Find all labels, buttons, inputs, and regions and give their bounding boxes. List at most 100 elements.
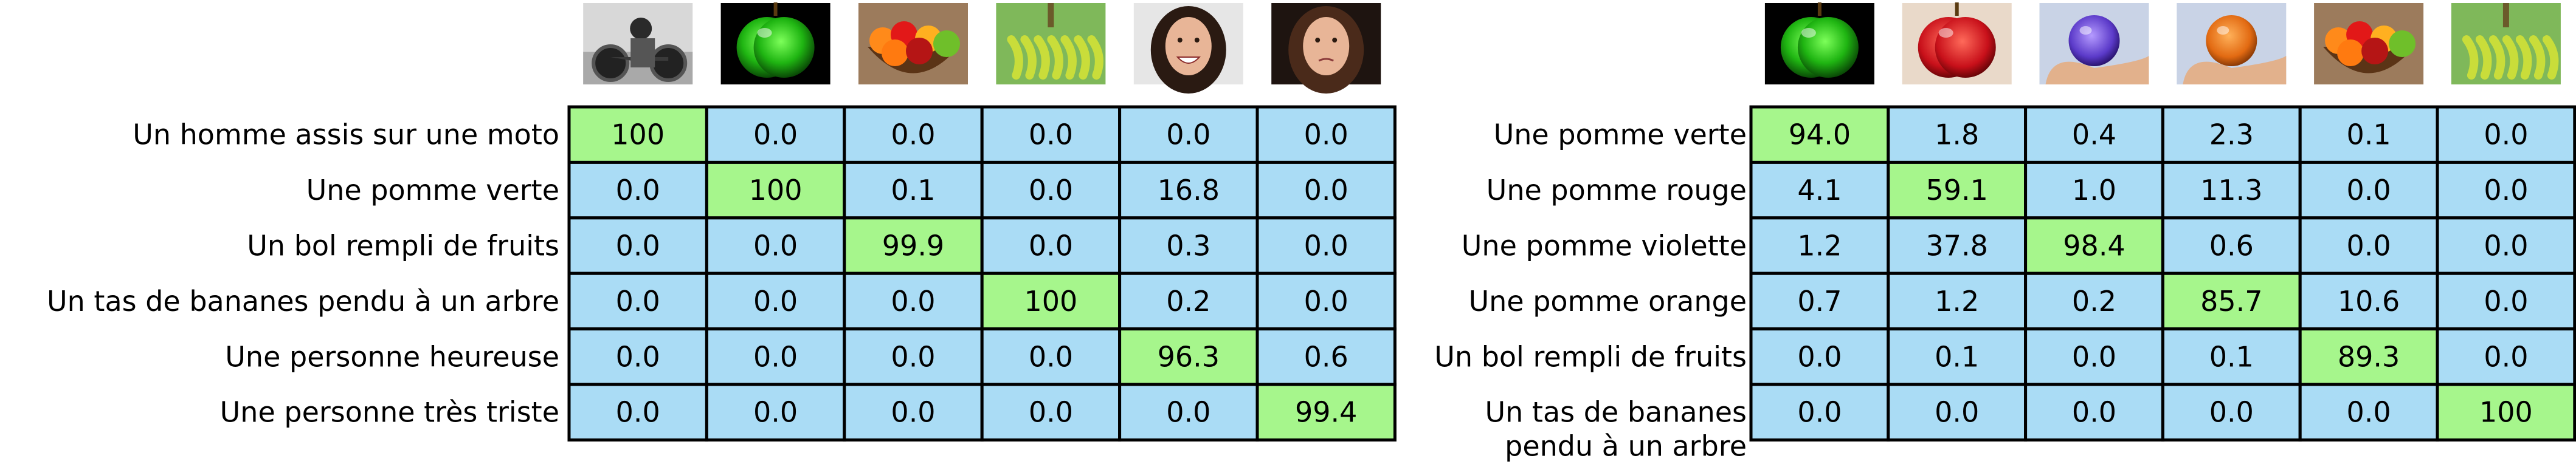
- row-label: Un tas de bananes pendu à un arbre: [1485, 396, 1747, 463]
- cell-value: 0.0: [2484, 174, 2528, 206]
- row-label: Un tas de bananes pendu à un arbre: [47, 285, 559, 318]
- cell-value: 0.0: [2484, 340, 2528, 373]
- cell-value: 0.0: [2347, 174, 2391, 206]
- cell-value: 0.0: [2072, 340, 2116, 373]
- cell-value: 0.0: [891, 340, 935, 373]
- cell-value: 1.2: [1797, 230, 1842, 262]
- cell-value: 16.8: [1158, 174, 1220, 206]
- cell-value: 89.3: [2338, 340, 2400, 373]
- cell-value: 0.1: [891, 174, 935, 206]
- heatmap-cell: [1118, 105, 1259, 164]
- heatmap-cell: [980, 216, 1122, 275]
- heatmap-cell: [567, 216, 708, 275]
- cell-value: 0.0: [1304, 285, 1348, 318]
- cell-value: 96.3: [1158, 340, 1220, 373]
- heatmap-cell: [2161, 327, 2302, 386]
- cell-value: 0.0: [2484, 285, 2528, 318]
- heatmap-cell: [2024, 383, 2164, 442]
- heatmap-cell: [2024, 105, 2164, 164]
- heatmap-cell: [1255, 271, 1397, 331]
- cell-value: 100: [749, 174, 803, 206]
- cell-value: 100: [611, 118, 665, 151]
- cell-value: 100: [2479, 396, 2533, 429]
- cell-value: 0.0: [1166, 118, 1210, 151]
- heatmap-cell: [843, 160, 984, 220]
- heatmap-cell: [980, 271, 1122, 331]
- heatmap-cell: [1118, 383, 1259, 442]
- cell-value: 0.0: [616, 174, 660, 206]
- heatmap-cell: [980, 160, 1122, 220]
- heatmap-cell: [1749, 160, 1890, 220]
- heatmap-cell: [1887, 271, 2028, 331]
- fruit-bowl-photo: [2314, 3, 2424, 84]
- red-apple-photo: [1902, 2, 2012, 84]
- heatmap-cell: [2436, 105, 2576, 164]
- cell-value: 11.3: [2200, 174, 2262, 206]
- cell-value: 1.0: [2072, 174, 2116, 206]
- row-label: Une personne très triste: [220, 396, 559, 429]
- cell-value: 0.0: [2347, 230, 2391, 262]
- cell-value: 0.0: [1304, 118, 1348, 151]
- happy-woman-photo: [1133, 3, 1243, 94]
- cell-value: 10.6: [2338, 285, 2400, 318]
- cell-value: 0.0: [1935, 396, 1979, 429]
- cell-value: 0.1: [1935, 340, 1979, 373]
- cell-value: 0.2: [2072, 285, 2116, 318]
- cell-value: 100: [1024, 285, 1077, 318]
- heatmap-cell: [1255, 105, 1397, 164]
- heatmap-cell: [843, 216, 984, 275]
- cell-value: 0.0: [2209, 396, 2254, 429]
- cell-value: 0.0: [2072, 396, 2116, 429]
- heatmap-cell: [2436, 271, 2576, 331]
- heatmap-cell: [2161, 105, 2302, 164]
- cell-value: 0.0: [616, 396, 660, 429]
- sad-woman-photo: [1271, 3, 1381, 94]
- heatmap-cell: [1255, 383, 1397, 442]
- cell-value: 0.0: [616, 230, 660, 262]
- cell-value: 0.0: [1029, 118, 1073, 151]
- cell-value: 0.1: [2347, 118, 2391, 151]
- heatmap-cell: [1255, 160, 1397, 220]
- cell-value: 4.1: [1797, 174, 1842, 206]
- cell-value: 1.2: [1935, 285, 1979, 318]
- cell-value: 0.0: [1797, 340, 1842, 373]
- cell-value: 0.0: [1029, 340, 1073, 373]
- cell-value: 0.0: [753, 285, 798, 318]
- cell-value: 0.0: [2347, 396, 2391, 429]
- cell-value: 0.0: [1166, 396, 1210, 429]
- row-label: Une pomme violette: [1462, 230, 1747, 262]
- cell-value: 37.8: [1925, 230, 1987, 262]
- cell-value: 0.0: [891, 396, 935, 429]
- row-label: Une pomme verte: [1494, 118, 1747, 151]
- cell-value: 0.1: [2209, 340, 2254, 373]
- cell-value: 0.0: [2484, 230, 2528, 262]
- cell-value: 0.3: [1166, 230, 1210, 262]
- heatmap-cell: [843, 105, 984, 164]
- cell-value: 0.4: [2072, 118, 2116, 151]
- heatmap-cell: [705, 383, 846, 442]
- heatmap-cell: [1118, 271, 1259, 331]
- row-label: Une pomme verte: [306, 174, 559, 206]
- cell-value: 0.6: [1304, 340, 1348, 373]
- cell-value: 0.0: [1797, 396, 1842, 429]
- row-label: Une pomme orange: [1468, 285, 1747, 318]
- green-apple-photo: [720, 2, 830, 84]
- purple-apple-photo: [2039, 3, 2149, 84]
- green-apple-photo: [1764, 2, 1874, 84]
- cell-value: 0.0: [753, 396, 798, 429]
- cell-value: 0.0: [1304, 174, 1348, 206]
- heatmap-cell: [705, 216, 846, 275]
- row-label: Un homme assis sur une moto: [133, 118, 559, 151]
- heatmap-cell: [2161, 271, 2302, 331]
- cell-value: 0.0: [616, 340, 660, 373]
- heatmap-cell: [1749, 271, 1890, 331]
- cell-value: 0.0: [753, 230, 798, 262]
- cell-value: 0.0: [753, 118, 798, 151]
- cell-value: 0.0: [891, 285, 935, 318]
- bananas-photo: [996, 3, 1106, 84]
- heatmap-cell: [705, 271, 846, 331]
- heatmap-cell: [1749, 327, 1890, 386]
- bananas-photo: [2451, 3, 2561, 84]
- cell-value: 0.0: [616, 285, 660, 318]
- orange-apple-photo: [2177, 3, 2287, 84]
